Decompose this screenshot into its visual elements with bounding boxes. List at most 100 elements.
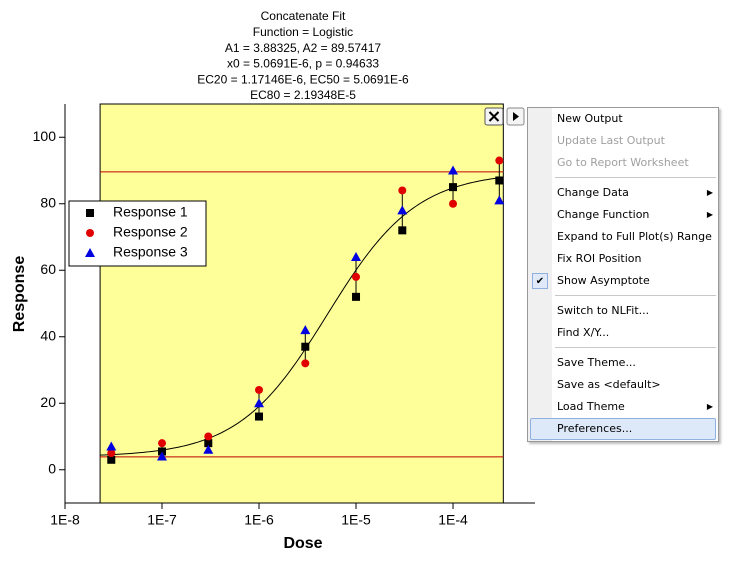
data-point xyxy=(255,385,264,394)
legend-marker xyxy=(86,209,94,217)
x-tick-label: 1E-8 xyxy=(50,512,80,528)
data-point xyxy=(449,199,458,208)
y-tick-label: 40 xyxy=(40,327,56,343)
chart-title-line: Concatenate Fit xyxy=(261,9,346,23)
data-point xyxy=(157,451,168,461)
data-point xyxy=(352,272,361,281)
menu-item: Go to Report Worksheet xyxy=(528,152,718,174)
data-point xyxy=(495,156,504,165)
legend-label: Response 3 xyxy=(113,244,188,260)
y-tick-label: 0 xyxy=(48,460,56,476)
title-block: Concatenate Fit Function = Logistic A1 = 3… xyxy=(197,9,409,102)
menu-item-label: Switch to NLFit... xyxy=(557,304,650,317)
data-point xyxy=(204,432,213,441)
menu-item[interactable]: Expand to Full Plot(s) Range xyxy=(528,226,718,248)
menu-group: New Output Update Last Output Go to Report… xyxy=(528,108,718,174)
chart-title-line: A1 = 3.88325, A2 = 89.57417 xyxy=(225,41,381,55)
submenu-arrow: ▶ xyxy=(706,402,713,411)
data-point xyxy=(107,455,116,464)
x-tick-label: 1E-4 xyxy=(438,512,468,528)
data-point xyxy=(255,412,264,421)
data-point xyxy=(300,325,311,335)
menu-item-label: Change Function xyxy=(557,208,650,221)
chart-title-line: Function = Logistic xyxy=(253,25,353,39)
menu-item-label: Change Data xyxy=(557,186,629,199)
menu-group: Change Data ▶ Change Function ▶ Expand to Fu… xyxy=(528,182,718,292)
menu-item-label: Show Asymptote xyxy=(557,274,650,287)
data-point xyxy=(106,441,117,451)
y-tick-label: 20 xyxy=(40,394,56,410)
menu-separator xyxy=(528,174,718,182)
data-point xyxy=(203,444,214,454)
menu-item-label: Fix ROI Position xyxy=(557,252,642,265)
menu-item-label: Save as <default> xyxy=(557,378,661,391)
menu-item[interactable]: Fix ROI Position xyxy=(528,248,718,270)
chart-title-line: EC80 = 2.19348E-5 xyxy=(250,88,356,102)
data-point xyxy=(107,449,116,458)
data-point xyxy=(254,398,265,408)
menu-item[interactable]: Switch to NLFit... xyxy=(528,300,718,322)
legend-marker xyxy=(86,229,94,237)
menu-item-label: Expand to Full Plot(s) Range xyxy=(557,230,712,243)
data-point xyxy=(301,342,310,351)
menu-item[interactable]: New Output xyxy=(528,108,718,130)
menu-item[interactable]: Change Data ▶ xyxy=(528,182,718,204)
y-tick-label: 60 xyxy=(40,261,56,277)
x-tick-label: 1E-7 xyxy=(147,512,177,528)
data-point xyxy=(398,226,407,235)
y-tick-label: 80 xyxy=(40,194,56,210)
x-axis-label: Dose xyxy=(283,535,322,552)
menu-item: Update Last Output xyxy=(528,130,718,152)
menu-item[interactable]: Save Theme... xyxy=(528,352,718,374)
roi-menu-button[interactable] xyxy=(506,107,525,126)
plot-area: 0 20 40 60 80 100 1E-8 1E-7 1E-6 1E-5 1E-4 xyxy=(33,103,535,528)
data-point xyxy=(397,205,408,215)
menu-item[interactable]: Load Theme ▶ xyxy=(528,396,718,418)
y-axis-label: Response xyxy=(11,256,28,333)
data-point xyxy=(351,251,362,261)
menu-item-label: Load Theme xyxy=(557,400,625,413)
data-point xyxy=(301,359,310,368)
y-tick-label: 100 xyxy=(33,128,57,144)
check-mark: ✔ xyxy=(532,273,548,289)
fit-curve xyxy=(100,176,504,456)
menu-separator xyxy=(528,292,718,300)
data-point xyxy=(449,183,458,192)
roi-close-button[interactable] xyxy=(484,107,504,126)
submenu-arrow: ▶ xyxy=(706,188,713,197)
menu-item-label: Preferences... xyxy=(557,422,633,435)
menu-group: Switch to NLFit... Find X/Y... xyxy=(528,300,718,344)
x-tick-label: 1E-6 xyxy=(244,512,274,528)
data-point xyxy=(448,165,459,175)
chart-title-line: EC20 = 1.17146E-6, EC50 = 5.0691E-6 xyxy=(197,72,409,86)
menu-item-label: Update Last Output xyxy=(557,134,665,147)
data-point xyxy=(398,186,407,195)
data-point xyxy=(204,439,213,448)
data-point xyxy=(495,176,504,185)
data-point xyxy=(158,439,167,448)
legend-marker xyxy=(85,248,95,257)
roi-region xyxy=(99,103,504,504)
menu-item[interactable]: Change Function ▶ xyxy=(528,204,718,226)
menu-item-label: Go to Report Worksheet xyxy=(557,156,689,169)
menu-group: Save Theme... Save as <default> Load Theme… xyxy=(528,352,718,440)
menu-item-label: Find X/Y... xyxy=(557,326,610,339)
menu-item-label: New Output xyxy=(557,112,623,125)
x-tick-label: 1E-5 xyxy=(341,512,371,528)
chart-title-line: x0 = 5.0691E-6, p = 0.94633 xyxy=(227,57,379,71)
data-point xyxy=(494,195,505,205)
legend: Response 1 Response 2 Response 3 xyxy=(68,200,207,267)
context-menu: New Output Update Last Output Go to Report… xyxy=(527,107,719,442)
data-point xyxy=(352,292,361,301)
menu-item-label: Save Theme... xyxy=(557,356,636,369)
menu-item[interactable]: Find X/Y... xyxy=(528,322,718,344)
menu-item[interactable]: Preferences... xyxy=(530,418,716,440)
legend-label: Response 1 xyxy=(113,204,188,220)
menu-item[interactable]: Save as <default> xyxy=(528,374,718,396)
menu-item[interactable]: Show Asymptote ✔ xyxy=(528,270,718,292)
menu-separator xyxy=(528,344,718,352)
legend-label: Response 2 xyxy=(113,224,188,240)
submenu-arrow: ▶ xyxy=(706,210,713,219)
